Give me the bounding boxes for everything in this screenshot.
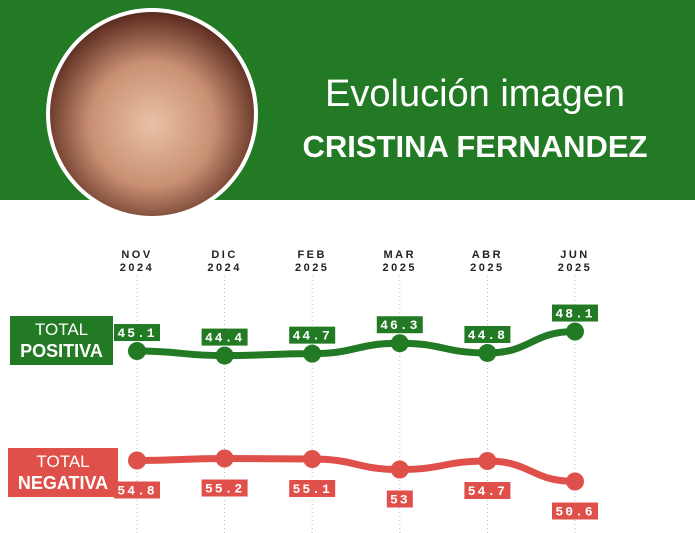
- data-point: [390, 334, 409, 353]
- legend-label: TOTAL POSITIVA: [20, 320, 103, 361]
- series-line: [133, 328, 579, 360]
- value-label: 46.3: [380, 318, 419, 333]
- value-label: 44.7: [293, 329, 332, 344]
- value-label: 53: [390, 493, 410, 508]
- x-tick-label: FEB 2025: [295, 249, 329, 274]
- value-label: 54.7: [468, 484, 507, 499]
- data-point: [478, 343, 497, 362]
- value-label-box: [114, 481, 160, 499]
- data-point: [566, 472, 584, 491]
- data-point: [566, 322, 584, 341]
- data-point: [128, 342, 146, 361]
- value-label-box: [201, 328, 248, 346]
- series-line: [133, 454, 579, 485]
- legend-box: [8, 448, 118, 497]
- data-point: [215, 449, 234, 468]
- data-point: [390, 460, 409, 479]
- value-label-box: [552, 502, 598, 520]
- value-label-box: [289, 480, 336, 497]
- x-tick-label: MAR 2025: [383, 249, 417, 274]
- value-label: 55.1: [293, 482, 332, 497]
- x-tick-label: NOV 2024: [120, 249, 154, 274]
- value-label-box: [201, 479, 248, 497]
- value-label-box: [386, 490, 413, 508]
- value-label: 44.4: [205, 331, 244, 346]
- chart-subtitle: CRISTINA FERNANDEZ: [302, 129, 647, 164]
- value-label-box: [376, 316, 423, 334]
- value-label: 45.1: [117, 326, 156, 341]
- value-label: 50.6: [555, 505, 594, 520]
- legend-box: [10, 316, 113, 365]
- value-label-box: [464, 482, 511, 499]
- value-label: 54.8: [117, 484, 156, 499]
- legend-label: TOTAL NEGATIVA: [18, 452, 108, 493]
- portrait-photo: [50, 12, 254, 216]
- value-label-box: [114, 324, 160, 342]
- data-point: [303, 450, 322, 468]
- value-label: 44.8: [468, 328, 507, 343]
- x-tick-label: JUN 2025: [558, 249, 592, 274]
- chart-title: Evolución imagen: [325, 73, 625, 115]
- data-point: [478, 452, 497, 470]
- data-point: [215, 346, 234, 365]
- data-point: [128, 451, 146, 470]
- value-label-box: [464, 325, 511, 343]
- value-label: 48.1: [555, 307, 594, 322]
- value-label-box: [552, 304, 598, 322]
- value-label-box: [289, 326, 336, 344]
- value-label: 55.2: [205, 482, 244, 497]
- data-point: [303, 344, 322, 363]
- x-tick-label: ABR 2025: [470, 249, 504, 274]
- x-tick-label: DIC 2024: [207, 249, 241, 274]
- plot: NOV 2024 DIC 2024 FEB 2025 MAR 2025 ABR 2025 JUN 20…: [8, 249, 598, 533]
